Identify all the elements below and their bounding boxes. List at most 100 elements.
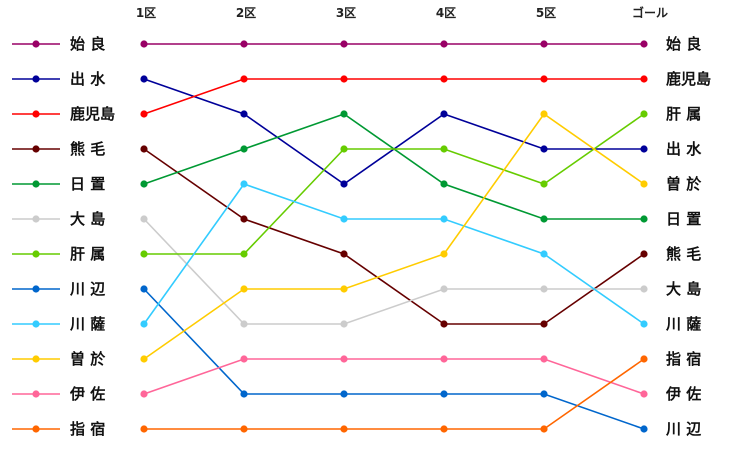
series-line (143, 183, 645, 325)
data-point (240, 250, 248, 258)
data-point (140, 180, 148, 188)
data-point (440, 320, 448, 328)
data-point (540, 40, 548, 48)
legend-label: 伊 佐 (69, 385, 105, 403)
data-point (240, 390, 248, 398)
data-point (440, 215, 448, 223)
data-point (640, 355, 648, 363)
legend-label: 指 宿 (70, 420, 105, 438)
final-rank-label: 熊 毛 (666, 245, 701, 263)
data-point (640, 40, 648, 48)
data-point (640, 320, 648, 328)
data-point (140, 75, 148, 83)
data-point (140, 110, 148, 118)
data-point (140, 320, 148, 328)
legend-label: 始 良 (70, 35, 105, 53)
legend-marker (32, 215, 40, 223)
legend-marker (32, 145, 40, 153)
data-point (140, 40, 148, 48)
data-point (340, 110, 348, 118)
legend-marker (32, 75, 40, 83)
data-point (140, 215, 148, 223)
stage-label: 3区 (336, 6, 356, 20)
data-point (340, 40, 348, 48)
data-point (440, 145, 448, 153)
series-group (140, 355, 648, 433)
data-point (340, 285, 348, 293)
data-point (240, 355, 248, 363)
data-point (540, 215, 548, 223)
data-point (140, 425, 148, 433)
data-point (540, 250, 548, 258)
data-point (640, 285, 648, 293)
series-line (143, 218, 644, 325)
legend-label: 肝 属 (70, 245, 105, 263)
legend-label: 川 辺 (69, 280, 106, 298)
data-point (440, 110, 448, 118)
legend-label: 大 島 (70, 210, 105, 228)
legend-marker (32, 180, 40, 188)
data-point (340, 215, 348, 223)
series-line (143, 288, 645, 430)
series-group (140, 180, 648, 328)
data-point (240, 285, 248, 293)
data-point (640, 250, 648, 258)
data-point (540, 75, 548, 83)
data-point (540, 110, 548, 118)
data-point (340, 180, 348, 188)
stage-label: 5区 (536, 6, 556, 20)
data-point (340, 145, 348, 153)
stage-label: ゴール (632, 5, 668, 20)
stage-label: 4区 (436, 6, 456, 20)
data-point (240, 180, 248, 188)
data-point (540, 180, 548, 188)
legend-marker (32, 320, 40, 328)
legend-marker (32, 250, 40, 258)
series-group (140, 145, 648, 328)
data-point (540, 285, 548, 293)
data-point (440, 285, 448, 293)
legend-marker (32, 390, 40, 398)
final-rank-label: 始 良 (666, 35, 701, 53)
data-point (340, 320, 348, 328)
data-point (140, 390, 148, 398)
final-rank-label: 指 宿 (666, 350, 701, 368)
data-point (640, 145, 648, 153)
series-line (143, 358, 645, 395)
series-line (143, 112, 645, 360)
data-point (440, 40, 448, 48)
legend-label: 鹿児島 (70, 105, 115, 123)
data-point (240, 215, 248, 223)
legend-label: 曽 於 (70, 350, 106, 368)
data-point (140, 250, 148, 258)
data-point (640, 180, 648, 188)
data-point (240, 75, 248, 83)
series-group (140, 355, 648, 398)
series-group (140, 215, 648, 328)
data-point (440, 250, 448, 258)
final-rank-label: 伊 佐 (665, 385, 701, 403)
data-point (540, 320, 548, 328)
legend-marker (32, 110, 40, 118)
series-group (140, 285, 648, 433)
data-point (440, 75, 448, 83)
stage-label: 1区 (136, 6, 156, 20)
series-group (140, 75, 648, 118)
series-group (140, 110, 648, 223)
data-point (140, 145, 148, 153)
series-line (144, 358, 645, 430)
stage-label: 2区 (236, 6, 256, 20)
data-point (640, 390, 648, 398)
data-point (140, 285, 148, 293)
legend-marker (32, 40, 40, 48)
data-point (440, 355, 448, 363)
final-rank-label: 川 薩 (665, 315, 701, 333)
data-point (640, 110, 648, 118)
data-point (140, 355, 148, 363)
data-point (640, 425, 648, 433)
series-group (140, 40, 648, 48)
final-rank-label: 出 水 (666, 140, 702, 158)
final-rank-label: 鹿児島 (666, 70, 711, 88)
legend-marker (32, 355, 40, 363)
